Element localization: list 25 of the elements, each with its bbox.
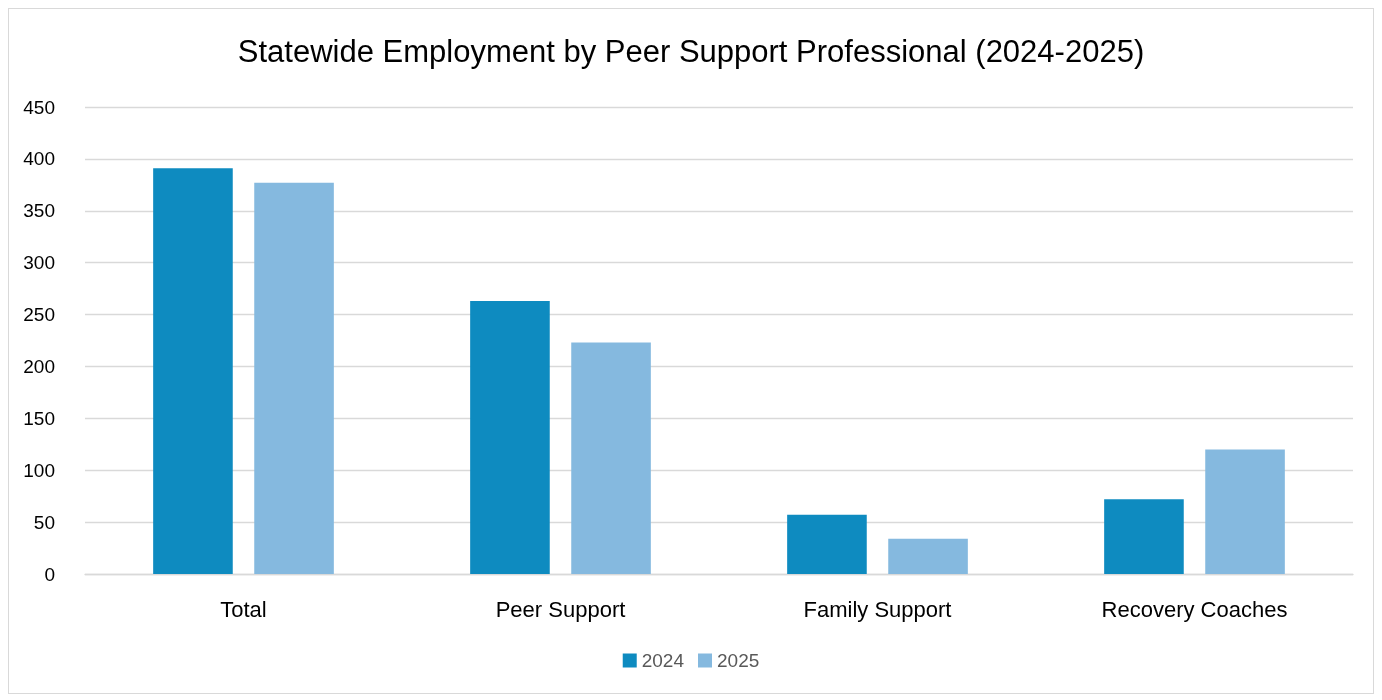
x-tick-label: Family Support: [803, 596, 952, 622]
y-tick-label: 300: [23, 252, 55, 274]
y-tick-label: 200: [23, 355, 55, 377]
chart-title: Statewide Employment by Peer Support Professional (2024-2025): [237, 34, 1145, 69]
y-tick-label: 150: [23, 407, 55, 429]
x-tick-label: Peer Support: [495, 596, 626, 622]
bar: [571, 342, 651, 574]
bar: [888, 538, 968, 574]
x-tick-label: Total: [220, 596, 267, 622]
bar: [1205, 449, 1285, 574]
bar: [470, 301, 550, 574]
y-tick-label: 100: [23, 459, 55, 481]
y-tick-label: 50: [33, 511, 55, 533]
y-tick-label: 400: [23, 148, 55, 170]
bar: [153, 168, 233, 574]
y-tick-label: 450: [23, 96, 55, 118]
legend-label: 2024: [641, 650, 685, 671]
bar: [787, 514, 867, 574]
y-tick-label: 350: [23, 200, 55, 222]
y-tick-label: 0: [44, 563, 55, 585]
y-tick-label: 250: [23, 304, 55, 326]
x-tick-label: Recovery Coaches: [1101, 596, 1288, 622]
bar: [1104, 499, 1184, 574]
legend-label: 2025: [717, 650, 760, 671]
bar: [254, 182, 334, 574]
